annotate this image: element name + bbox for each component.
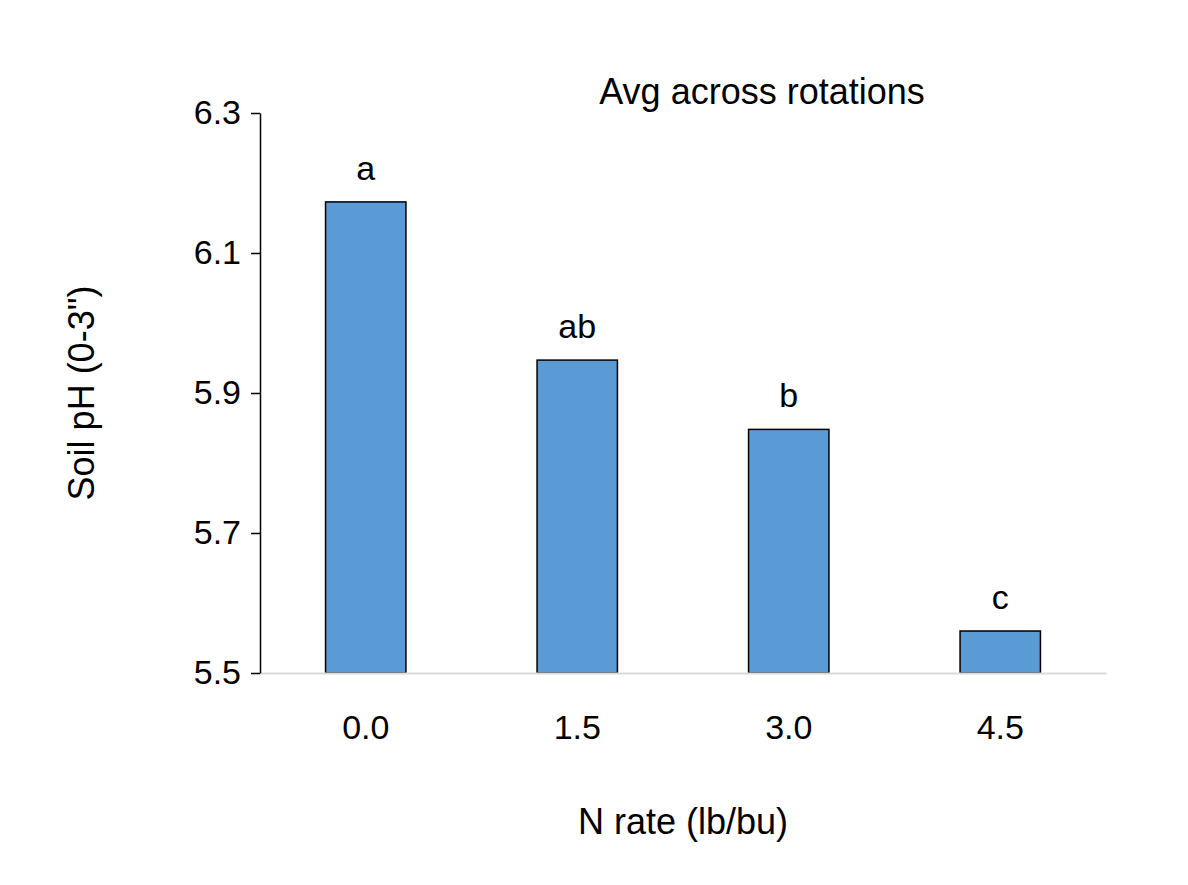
x-axis-title: N rate (lb/bu) xyxy=(578,801,788,842)
bar xyxy=(537,360,617,673)
bar xyxy=(749,429,829,673)
x-tick: 4.5 xyxy=(977,673,1024,746)
title: Avg across rotations xyxy=(599,71,925,112)
y-tick: 6.3 xyxy=(194,93,260,131)
x-tick: 3.0 xyxy=(765,673,812,746)
y-tick-label: 5.5 xyxy=(194,653,241,691)
y-tick: 5.5 xyxy=(194,653,260,691)
y-tick-mark xyxy=(251,533,260,535)
bar xyxy=(960,631,1040,673)
chart: 0.0 1.5 3.0 4.5 5.5 5.7 5.9 6.1 6.3 a ab b c Avg acro… xyxy=(0,0,1188,885)
y-tick-mark xyxy=(251,393,260,395)
y-tick-mark xyxy=(251,113,260,115)
annotation: ab xyxy=(558,307,596,345)
annotation: a xyxy=(356,149,375,187)
x-tick-label: 4.5 xyxy=(977,708,1024,746)
y-tick: 5.9 xyxy=(194,373,260,411)
annotation: c xyxy=(992,578,1009,616)
y-tick-mark xyxy=(251,253,260,255)
bar xyxy=(326,202,406,673)
x-tick-label: 1.5 xyxy=(554,708,601,746)
y-tick-label: 6.3 xyxy=(194,93,241,131)
bars xyxy=(326,202,1041,673)
y-tick: 5.7 xyxy=(194,513,260,551)
y-tick-label: 5.7 xyxy=(194,513,241,551)
x-axis: 0.0 1.5 3.0 4.5 xyxy=(261,673,1107,746)
y-tick: 6.1 xyxy=(194,233,260,271)
x-tick: 1.5 xyxy=(554,673,601,746)
annotation: b xyxy=(779,376,798,414)
x-tick-label: 0.0 xyxy=(342,708,389,746)
x-tick: 0.0 xyxy=(342,673,389,746)
y-tick-mark xyxy=(251,673,260,675)
y-tick-label: 6.1 xyxy=(194,233,241,271)
y-axis-title: Soil pH (0-3") xyxy=(61,286,102,501)
y-tick-label: 5.9 xyxy=(194,373,241,411)
annotations: a ab b c xyxy=(356,149,1008,616)
y-axis: 5.5 5.7 5.9 6.1 6.3 xyxy=(194,93,261,691)
x-axis-line xyxy=(261,673,1107,675)
x-tick-label: 3.0 xyxy=(765,708,812,746)
